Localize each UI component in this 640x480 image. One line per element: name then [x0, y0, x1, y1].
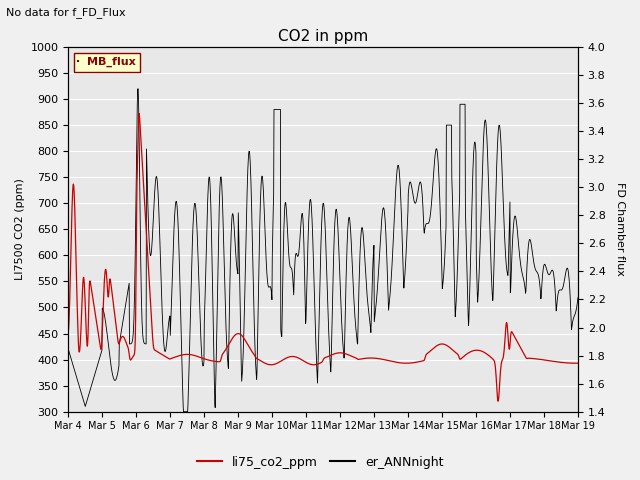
Legend: li75_co2_ppm, er_ANNnight: li75_co2_ppm, er_ANNnight: [191, 451, 449, 474]
Title: CO2 in ppm: CO2 in ppm: [278, 29, 368, 44]
Y-axis label: FD Chamber flux: FD Chamber flux: [615, 182, 625, 276]
Legend: MB_flux: MB_flux: [74, 52, 140, 72]
Text: No data for f_FD_Flux: No data for f_FD_Flux: [6, 7, 126, 18]
Y-axis label: LI7500 CO2 (ppm): LI7500 CO2 (ppm): [15, 179, 25, 280]
